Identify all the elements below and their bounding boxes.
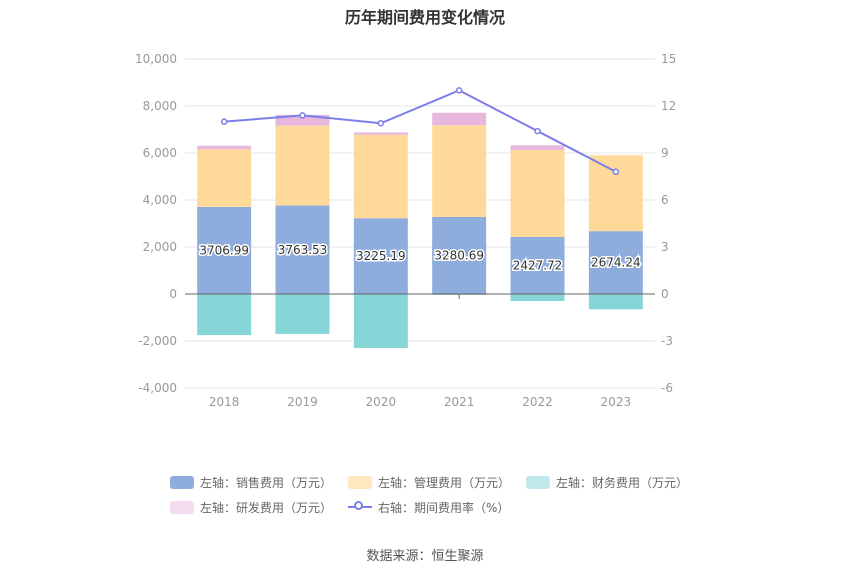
legend: 左轴：销售费用（万元） 左轴：管理费用（万元） 左轴：财务费用（万元） 左轴：研… <box>170 472 690 522</box>
legend-row: 左轴：销售费用（万元） 左轴：管理费用（万元） 左轴：财务费用（万元） <box>170 472 690 492</box>
bar-sales[interactable] <box>432 216 487 294</box>
bar-rnd[interactable] <box>197 145 252 150</box>
y-left-tick-label: 4,000 <box>143 193 177 207</box>
line-point-expense-rate[interactable] <box>220 118 228 125</box>
legend-label-finance: 左轴：财务费用（万元） <box>556 475 689 490</box>
legend-swatch-rnd <box>170 500 194 514</box>
y-left-tick-label: 0 <box>169 287 177 301</box>
x-tick-label: 2021 <box>444 395 475 409</box>
bar-rnd[interactable] <box>353 132 408 135</box>
y-right-tick-label: 15 <box>661 52 676 66</box>
y-right-tick-label: 0 <box>661 287 669 301</box>
y-right-tick-label: -6 <box>661 381 673 395</box>
bar-admin[interactable] <box>353 134 408 219</box>
chart-plot: 10,000 8,000 6,000 4,000 2,000 0 -2,000 -4,000 1… <box>135 52 676 409</box>
y-left-tick-label: 6,000 <box>143 146 177 160</box>
bar-finance[interactable] <box>510 294 565 302</box>
data-label-sales: 2674.24 <box>591 256 641 270</box>
y-left-tick-label: 8,000 <box>143 99 177 113</box>
bar-finance[interactable] <box>588 294 643 310</box>
legend-swatch-admin <box>348 475 373 489</box>
legend-label-sales: 左轴：销售费用（万元） <box>200 475 333 490</box>
bar-admin[interactable] <box>432 125 487 217</box>
bar-admin[interactable] <box>588 155 643 232</box>
legend-item-rnd[interactable]: 左轴：研发费用（万元） <box>170 499 332 516</box>
bar-admin[interactable] <box>275 125 330 206</box>
x-tick-label: 2020 <box>366 395 397 409</box>
line-point-expense-rate[interactable] <box>534 127 541 135</box>
legend-item-finance[interactable]: 左轴：财务费用（万元） <box>526 474 688 491</box>
y-right-tick-label: 6 <box>661 193 669 207</box>
bar-sales[interactable] <box>510 236 565 294</box>
line-point-expense-rate[interactable] <box>612 168 620 176</box>
y-right-tick-label: -3 <box>661 334 673 348</box>
legend-item-sales[interactable]: 左轴：销售费用（万元） <box>170 474 332 491</box>
line-point-expense-rate[interactable] <box>299 112 306 119</box>
bar-sales[interactable] <box>588 231 643 294</box>
data-label-sales: 3280.69 <box>434 248 484 262</box>
bar-finance[interactable] <box>353 294 408 349</box>
data-label-sales: 3225.19 <box>356 249 406 263</box>
legend-label-admin: 左轴：管理费用（万元） <box>378 475 511 490</box>
line-point-expense-rate[interactable] <box>455 87 463 94</box>
legend-label-rnd: 左轴：研发费用（万元） <box>200 500 333 515</box>
bar-rnd[interactable] <box>275 114 330 126</box>
y-right-tick-label: 3 <box>661 240 669 254</box>
data-label-sales: 2427.72 <box>513 258 563 272</box>
legend-line-marker-icon <box>348 500 373 514</box>
y-left-tick-label: 2,000 <box>143 240 177 254</box>
bar-sales[interactable] <box>197 206 252 294</box>
line-expense-rate <box>224 89 617 173</box>
legend-item-admin[interactable]: 左轴：管理费用（万元） <box>348 474 510 491</box>
x-tick-label: 2019 <box>287 395 318 409</box>
legend-swatch-sales <box>170 475 194 489</box>
y-left-tick-label: 10,000 <box>135 52 177 66</box>
y-right-tick-label: 12 <box>661 99 676 113</box>
bar-finance[interactable] <box>197 294 252 336</box>
x-tick-label: 2022 <box>522 395 553 409</box>
x-tick-label: 2023 <box>601 395 632 409</box>
y-left-tick-label: -2,000 <box>138 334 177 348</box>
bar-rnd[interactable] <box>432 112 487 126</box>
y-left-tick-label: -4,000 <box>138 381 177 395</box>
bar-finance[interactable] <box>275 294 330 334</box>
data-source: 数据来源：恒生聚源 <box>366 549 484 564</box>
legend-item-rate[interactable]: 右轴：期间费用率（%） <box>348 499 509 516</box>
bar-sales[interactable] <box>353 218 408 294</box>
chart-title: 历年期间费用变化情况 <box>344 8 505 27</box>
x-tick-label: 2018 <box>209 395 240 409</box>
y-right-tick-label: 9 <box>661 146 669 160</box>
bar-admin[interactable] <box>510 149 565 237</box>
line-point-expense-rate[interactable] <box>377 119 385 127</box>
bar-rnd[interactable] <box>510 145 565 150</box>
bar-sales[interactable] <box>275 205 330 294</box>
legend-label-rate: 右轴：期间费用率（%） <box>378 500 510 515</box>
legend-row: 左轴：研发费用（万元） 右轴：期间费用率（%） <box>170 497 690 517</box>
bar-admin[interactable] <box>197 149 252 207</box>
legend-swatch-finance <box>526 475 551 489</box>
data-label-sales: 3763.53 <box>278 243 328 257</box>
data-label-sales: 3706.99 <box>199 243 249 257</box>
